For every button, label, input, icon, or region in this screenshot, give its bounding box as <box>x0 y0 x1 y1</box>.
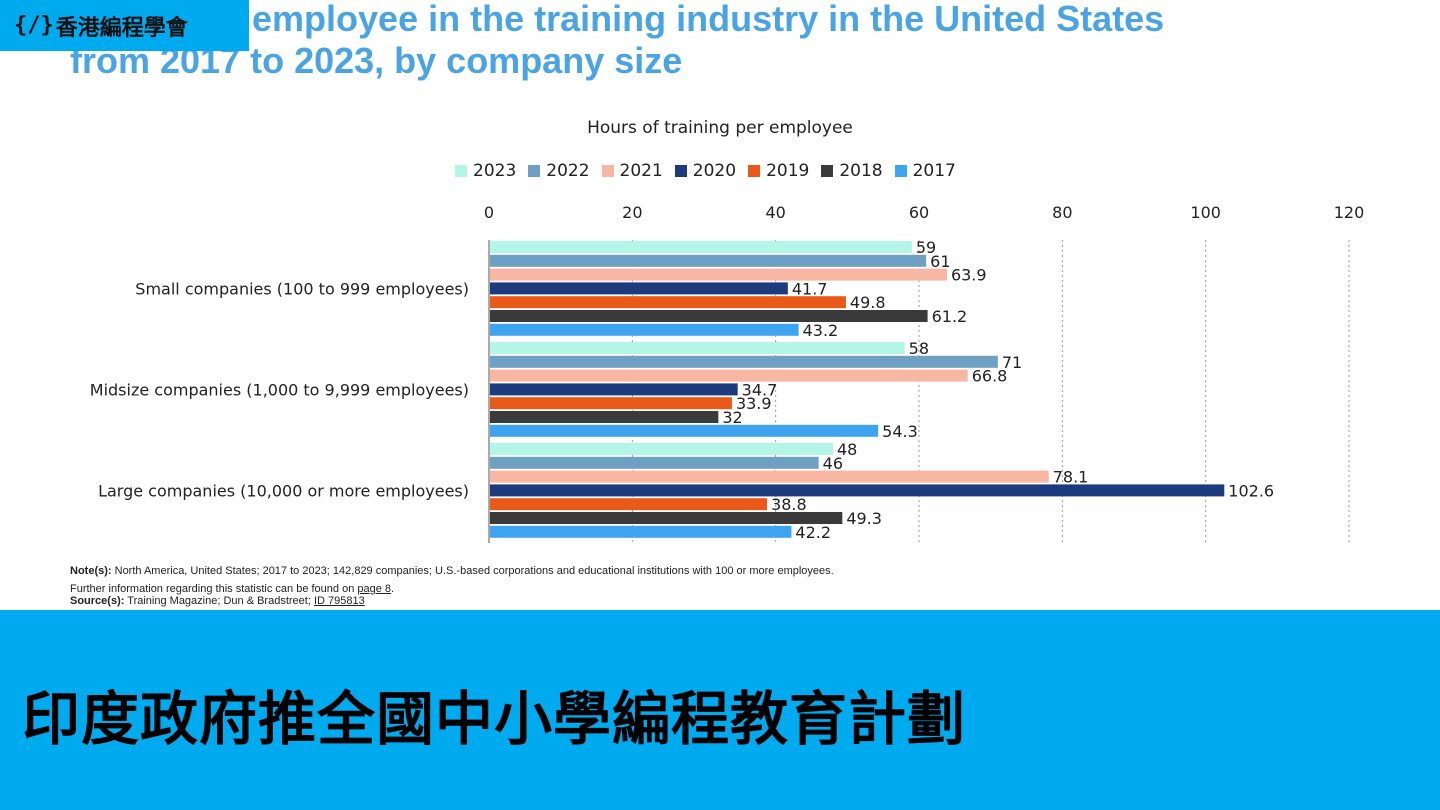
bar-value-label: 63.9 <box>951 266 987 285</box>
bar <box>490 525 792 538</box>
title-line-1: aining per employee in the training indu… <box>70 0 1165 39</box>
bar <box>490 383 738 396</box>
bar-value-label: 48 <box>837 440 857 459</box>
bar <box>490 296 846 309</box>
logo-text: 香港編程學會 <box>55 15 188 41</box>
bar <box>490 355 998 368</box>
bar <box>490 424 879 437</box>
legend-item: 2018 <box>821 161 883 181</box>
category-label: Small companies (100 to 999 employees) <box>135 279 469 298</box>
bar <box>490 369 968 382</box>
bar-value-label: 61 <box>930 252 950 271</box>
category-label: Large companies (10,000 or more employee… <box>98 481 469 500</box>
bar-value-label: 38.8 <box>771 495 807 514</box>
bar <box>490 268 947 281</box>
bar <box>490 443 833 455</box>
legend-label: 2022 <box>546 161 590 181</box>
source-id-link[interactable]: ID 795813 <box>313 595 365 607</box>
bar-value-label: 71 <box>1002 353 1022 372</box>
bar-value-label: 49.3 <box>846 509 882 528</box>
bar-value-label: 42.2 <box>795 523 831 542</box>
bar-value-label: 33.9 <box>736 394 772 413</box>
bar <box>490 498 768 511</box>
legend-item: 2019 <box>748 161 809 181</box>
bar-value-label: 49.8 <box>850 293 886 312</box>
title-line-2: from 2017 to 2023, by company size <box>70 40 683 81</box>
bar-value-label: 34.7 <box>742 380 778 399</box>
x-tick-label: 40 <box>765 203 785 222</box>
chart-page-title: aining per employee in the training indu… <box>70 0 1400 82</box>
chart-notes: Note(s): North America, United States; 2… <box>70 563 834 609</box>
x-tick-label: 20 <box>622 203 642 222</box>
bar-value-label: 41.7 <box>792 279 828 298</box>
x-tick-label: 0 <box>484 203 494 222</box>
legend-swatch <box>528 165 541 177</box>
legend-label: 2023 <box>473 161 517 181</box>
source-label: Source(s): <box>70 595 125 607</box>
bar-value-label: 43.2 <box>803 321 839 340</box>
legend-item: 2020 <box>674 161 737 181</box>
further-end: . <box>391 583 395 595</box>
note-text: North America, United States; 2017 to 20… <box>111 565 834 577</box>
x-tick-label: 100 <box>1190 203 1221 222</box>
legend-swatch <box>455 165 467 177</box>
bar-value-label: 54.3 <box>882 422 918 441</box>
legend-label: 2021 <box>619 161 663 181</box>
legend-item: 2022 <box>528 161 590 181</box>
page-link[interactable]: page 8 <box>357 583 392 595</box>
bar <box>490 512 843 524</box>
further-text: Further information regarding this stati… <box>70 583 358 595</box>
bar <box>490 411 719 423</box>
legend-label: 2020 <box>692 161 737 181</box>
bar <box>490 323 799 336</box>
bar <box>490 282 788 295</box>
legend-swatch <box>748 165 761 177</box>
chart-legend: 2023 2022 2021 2020 2019 2018 2017 <box>455 161 956 181</box>
bar <box>490 241 912 253</box>
bar-value-label: 32 <box>722 408 742 427</box>
legend-label: 2019 <box>766 161 810 181</box>
chart-title: Hours of training per employee <box>587 118 853 138</box>
bar <box>490 470 1049 483</box>
bar <box>490 456 819 469</box>
logo[interactable]: {/} 香港編程學會 <box>0 0 249 51</box>
bar-value-label: 102.6 <box>1228 481 1274 500</box>
x-tick-label: 120 <box>1334 203 1365 222</box>
legend-swatch <box>894 165 907 177</box>
source-text: Training Magazine; Dun & Bradstreet; <box>124 595 314 607</box>
bar <box>490 342 905 354</box>
note-label: Note(s): <box>70 565 112 577</box>
bar-value-label: 61.2 <box>932 307 968 326</box>
x-tick-label: 60 <box>909 203 929 222</box>
bar-chart: 0 20 40 60 80 100 120 Small companies (100 to 9… <box>90 203 1365 543</box>
headline-banner <box>0 610 1440 810</box>
legend-item: 2021 <box>601 161 663 181</box>
bar-value-label: 78.1 <box>1053 468 1089 487</box>
bar <box>490 484 1225 497</box>
legend-item: 2017 <box>894 161 956 181</box>
bar-value-label: 58 <box>909 339 929 358</box>
bar-value-label: 46 <box>823 454 843 473</box>
legend-label: 2017 <box>912 161 956 181</box>
bar <box>490 254 927 267</box>
banner-headline: 印度政府推全國中小學編程教育計劃 <box>22 685 967 753</box>
code-brackets-icon: {/} <box>14 13 54 38</box>
category-label: Midsize companies (1,000 to 9,999 employ… <box>90 380 469 399</box>
legend-item: 2023 <box>455 161 516 181</box>
legend-swatch <box>674 165 687 177</box>
x-tick-label: 80 <box>1052 203 1072 222</box>
bar-value-label: 59 <box>916 238 936 257</box>
bar-value-label: 66.8 <box>972 367 1008 386</box>
legend-label: 2018 <box>839 161 883 181</box>
legend-swatch <box>821 165 834 177</box>
legend-swatch <box>601 165 614 177</box>
bar <box>490 397 732 410</box>
bar <box>490 310 928 322</box>
